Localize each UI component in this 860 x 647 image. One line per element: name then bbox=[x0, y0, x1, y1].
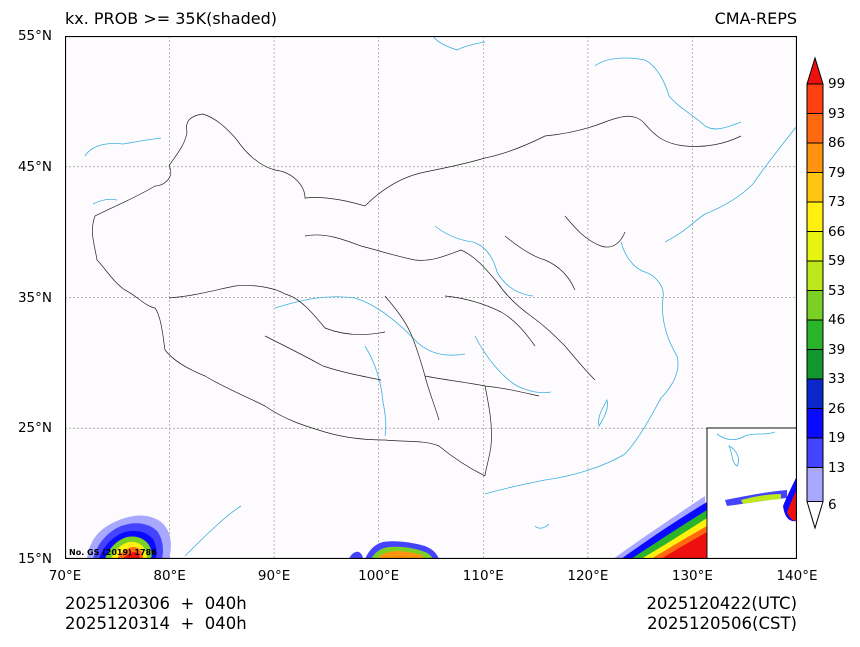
init-time-utc: 2025120306 + 040h bbox=[65, 594, 247, 613]
y-tick-25n: 25°N bbox=[17, 420, 52, 436]
y-tick-35n: 35°N bbox=[17, 290, 52, 306]
map-plot: No. GS (2019) 1786 bbox=[65, 36, 797, 559]
y-tick-15n: 15°N bbox=[17, 551, 52, 567]
colorbar-label-93: 93 bbox=[828, 105, 846, 122]
valid-time-utc: 2025120422(UTC) bbox=[646, 594, 797, 613]
colorbar-label-99: 99 bbox=[828, 76, 846, 92]
south-china-sea-inset bbox=[706, 427, 797, 559]
colorbar-label-53: 53 bbox=[828, 282, 846, 299]
coastlines-rivers bbox=[84, 36, 797, 557]
valid-time-block: 2025120422(UTC) 2025120506(CST) bbox=[646, 594, 797, 634]
probability-shading bbox=[87, 496, 707, 559]
colorbar-label-79: 79 bbox=[828, 164, 846, 181]
valid-time-cst: 2025120506(CST) bbox=[647, 614, 797, 633]
colorbar-under-arrow bbox=[806, 501, 824, 530]
model-name: CMA-REPS bbox=[714, 9, 797, 28]
map-title: kx. PROB >= 35K(shaded) bbox=[65, 9, 277, 28]
x-tick-90e: 90°E bbox=[257, 568, 291, 584]
x-tick-140e: 140°E bbox=[776, 568, 818, 584]
colorbar-label-59: 59 bbox=[828, 253, 846, 269]
graticule bbox=[65, 36, 797, 559]
x-tick-80e: 80°E bbox=[153, 568, 186, 584]
map-approval-stamp: No. GS (2019) 1786 bbox=[69, 548, 157, 557]
x-tick-100e: 100°E bbox=[358, 568, 400, 584]
colorbar-label-86: 86 bbox=[828, 135, 846, 151]
init-time-block: 2025120306 + 040h 2025120314 + 040h bbox=[65, 594, 247, 634]
colorbar-label-13: 13 bbox=[828, 459, 846, 476]
x-tick-130e: 130°E bbox=[671, 568, 713, 584]
colorbar-label-46: 46 bbox=[828, 312, 846, 328]
colorbar-label-6: 6 bbox=[828, 497, 837, 513]
colorbar bbox=[806, 56, 824, 530]
borders bbox=[92, 113, 742, 477]
x-tick-70e: 70°E bbox=[48, 568, 82, 584]
colorbar-label-26: 26 bbox=[828, 400, 846, 417]
map-frame bbox=[65, 36, 797, 559]
colorbar-label-39: 39 bbox=[828, 341, 846, 358]
colorbar-label-19: 19 bbox=[828, 430, 846, 446]
x-tick-120e: 120°E bbox=[567, 568, 609, 584]
y-tick-55n: 55°N bbox=[17, 28, 52, 44]
colorbar-label-73: 73 bbox=[828, 194, 846, 210]
colorbar-over-arrow bbox=[806, 56, 824, 85]
colorbar-label-66: 66 bbox=[828, 223, 846, 240]
colorbar-label-33: 33 bbox=[828, 371, 846, 387]
x-tick-110e: 110°E bbox=[462, 568, 504, 584]
y-tick-45n: 45°N bbox=[17, 159, 52, 175]
init-time-cst: 2025120314 + 040h bbox=[65, 614, 247, 633]
